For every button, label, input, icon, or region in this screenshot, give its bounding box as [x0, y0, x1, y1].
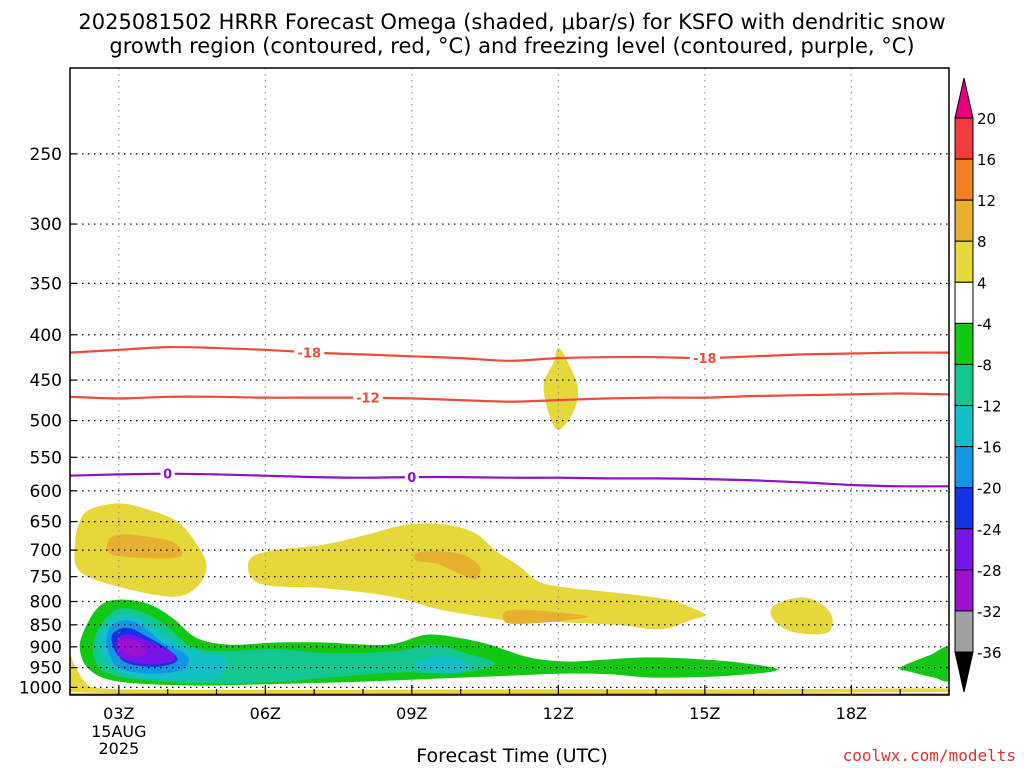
x-axis-label: Forecast Time (UTC)	[416, 745, 608, 767]
colorbar-segment	[954, 528, 974, 571]
colorbar-top-arrow	[954, 77, 974, 119]
y-tick-label: 700	[30, 541, 62, 561]
contour-line-0	[69, 345, 950, 362]
y-tick-label: 650	[30, 513, 62, 533]
grid-layer	[70, 68, 949, 695]
omega-region-6	[770, 597, 833, 635]
colorbar-label: 8	[977, 233, 987, 251]
y-tick-label: 400	[30, 326, 62, 346]
colorbar-segment	[954, 610, 974, 653]
y-tick-label: 950	[30, 659, 62, 679]
colorbar-segment	[954, 281, 974, 324]
y-tick-label: 500	[30, 412, 62, 432]
contour-label: 0	[163, 468, 172, 483]
x-tick-label: 15Z	[689, 704, 720, 723]
contour-label-bg	[160, 465, 175, 482]
chart-title-line1: 2025081502 HRRR Forecast Omega (shaded, …	[78, 10, 946, 34]
y-tick-label: 450	[30, 371, 62, 391]
contour-layer: -18 -18 -12 0 0	[69, 344, 950, 488]
x-tick-label: 12Z	[543, 704, 574, 723]
omega-region-1	[106, 534, 183, 559]
colorbar-label: 16	[977, 151, 996, 169]
colorbar-segment	[954, 487, 974, 530]
colorbar-segment	[954, 569, 974, 612]
contour-label-bg	[294, 344, 325, 361]
colorbar-label: -24	[977, 521, 1002, 539]
y-tick-label: 900	[30, 638, 62, 658]
contour-label: -18	[693, 352, 717, 367]
contour-label: -18	[298, 346, 322, 361]
colorbar-segment	[954, 405, 974, 448]
colorbar-label: -20	[977, 480, 1002, 498]
colorbar-segment	[954, 446, 974, 489]
omega-shading-layer	[70, 348, 949, 695]
contour-line-2	[69, 472, 950, 488]
omega-region-7	[70, 656, 949, 695]
omega-region-5	[543, 348, 579, 430]
colorbar-segment	[954, 240, 974, 283]
colorbar-label: -4	[977, 315, 992, 333]
x-tick-label: 09Z	[396, 704, 427, 723]
contour-label: 0	[407, 471, 416, 486]
omega-region-4	[502, 609, 588, 624]
x-date-label: 15AUG	[91, 722, 146, 741]
x-tick-label: 03Z	[103, 704, 134, 723]
y-tick-label: 550	[30, 448, 62, 468]
omega-region-3	[413, 551, 481, 580]
colorbar-label: 4	[977, 274, 987, 292]
contour-label: -12	[356, 392, 380, 407]
colorbar-segment	[954, 363, 974, 407]
colorbar-label: 12	[977, 192, 996, 210]
y-tick-label: 800	[30, 593, 62, 613]
colorbar-label: -16	[977, 439, 1002, 457]
x-tick-label: 18Z	[836, 704, 867, 723]
y-tick-label: 300	[30, 215, 62, 235]
colorbar-label: -12	[977, 398, 1002, 416]
axes-layer: 2503003504004505005506006507007508008509…	[19, 145, 950, 758]
omega-region-9	[899, 646, 949, 682]
colorbar-bottom-arrow	[954, 651, 974, 693]
colorbar-label: -32	[977, 603, 1002, 621]
colorbar-label: 20	[977, 110, 996, 128]
x-tick-label: 06Z	[250, 704, 281, 723]
contour-line-1	[69, 392, 950, 403]
colorbar-segment	[954, 322, 974, 365]
colorbar-segment	[954, 199, 974, 242]
colorbar-segment	[954, 158, 974, 201]
colorbar: 20 16 12 8 4 -4 -8 -12 -16 -20 -24 -28 -32 -36	[954, 77, 1002, 693]
chart-title-line2: growth region (contoured, red, °C) and f…	[109, 34, 915, 58]
y-tick-label: 750	[30, 568, 62, 588]
x-date-label: 2025	[98, 739, 139, 758]
omega-region-12	[414, 656, 471, 674]
y-tick-label: 350	[30, 274, 62, 294]
y-tick-label: 600	[30, 482, 62, 502]
colorbar-segment	[954, 117, 974, 160]
y-tick-label: 250	[30, 145, 62, 165]
colorbar-label: -28	[977, 562, 1002, 580]
colorbar-label: -8	[977, 356, 992, 374]
contour-label-bg	[689, 350, 720, 367]
contour-label-bg	[404, 469, 419, 486]
y-tick-label: 1000	[19, 678, 62, 698]
source-credit: coolwx.com/modelts	[842, 746, 1016, 765]
colorbar-label: -36	[977, 644, 1002, 662]
omega-region-16	[118, 638, 146, 657]
y-tick-label: 850	[30, 616, 62, 636]
contour-label-bg	[352, 389, 383, 406]
